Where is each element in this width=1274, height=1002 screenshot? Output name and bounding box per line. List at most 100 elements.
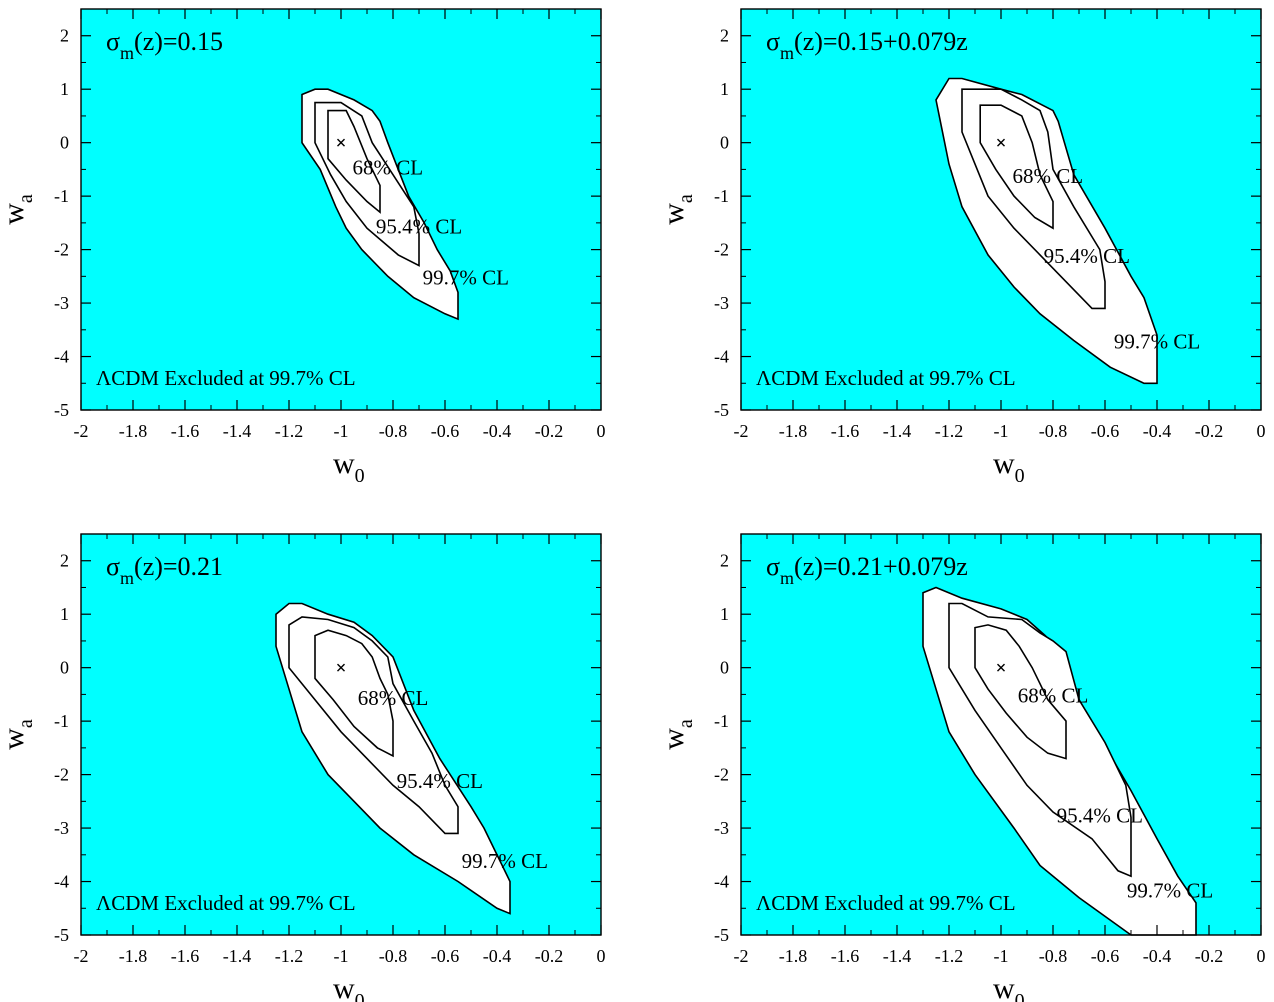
y-tick-label: 0 (720, 658, 729, 678)
contour-label: 99.7% CL (1127, 879, 1213, 903)
x-tick-label: -0.2 (1195, 946, 1224, 966)
x-tick-label: -0.2 (1195, 421, 1224, 441)
x-tick-label: -1.8 (779, 421, 808, 441)
y-tick-label: -2 (714, 765, 729, 785)
y-axis-title-subscript: a (675, 194, 697, 203)
x-axis-title-main: w (993, 447, 1015, 480)
x-tick-label: 0 (597, 946, 606, 966)
y-tick-label: -3 (714, 293, 729, 313)
y-tick-label: -2 (54, 765, 69, 785)
x-axis-title-main: w (993, 972, 1015, 1002)
y-axis-title-main: w (0, 203, 30, 225)
y-tick-label: -2 (714, 240, 729, 260)
x-tick-label: -1.6 (171, 421, 200, 441)
y-axis-title-main: w (0, 728, 30, 750)
x-tick-label: -2 (734, 421, 749, 441)
y-tick-label: 0 (720, 133, 729, 153)
lcdm-excluded-annotation: ΛCDM Excluded at 99.7% CL (96, 366, 356, 390)
y-tick-label: 1 (60, 604, 69, 624)
y-tick-label: -3 (714, 818, 729, 838)
x-tick-label: -1.2 (935, 946, 964, 966)
x-axis-title-subscript: 0 (1015, 990, 1025, 1002)
x-tick-label: -0.8 (379, 946, 408, 966)
x-tick-label: -0.6 (1091, 421, 1120, 441)
panel-title-subscript: m (780, 568, 794, 588)
x-tick-label: -1.8 (779, 946, 808, 966)
x-axis-title: w0 (993, 447, 1025, 487)
y-axis-title-subscript: a (675, 719, 697, 728)
x-axis-title: w0 (333, 972, 365, 1002)
y-tick-label: -1 (54, 711, 69, 731)
y-tick-label: -4 (714, 347, 729, 367)
x-tick-label: -1.4 (883, 421, 912, 441)
x-tick-label: -0.8 (1039, 421, 1068, 441)
y-axis-title-main: w (657, 203, 690, 225)
x-tick-label: -0.6 (431, 421, 460, 441)
x-tick-label: -1.4 (883, 946, 912, 966)
panel-2: 99.7% CL 95.4% CL 68% CL -2 -1.8 -1.6 -1.4 -1.2… (657, 9, 1266, 487)
x-tick-label: -0.4 (483, 421, 512, 441)
y-axis-title: wa (657, 719, 697, 750)
x-tick-label: -0.8 (379, 421, 408, 441)
panel-title-expression: (z)=0.15 (134, 27, 223, 56)
y-tick-label: -5 (714, 925, 729, 945)
contour-label: 68% CL (353, 156, 424, 180)
panel-title-subscript: m (120, 43, 134, 63)
y-axis-title: wa (0, 194, 37, 225)
y-tick-label: -5 (54, 400, 69, 420)
contour-label: 99.7% CL (423, 265, 509, 289)
x-tick-label: -0.4 (483, 946, 512, 966)
x-tick-label: -1 (994, 421, 1009, 441)
x-tick-label: -0.8 (1039, 946, 1068, 966)
contour-label: 68% CL (1013, 164, 1084, 188)
y-tick-label: 1 (60, 79, 69, 99)
y-tick-label: -3 (54, 818, 69, 838)
y-tick-label: 1 (720, 604, 729, 624)
x-tick-label: -1.4 (223, 946, 252, 966)
lcdm-excluded-annotation: ΛCDM Excluded at 99.7% CL (756, 891, 1016, 915)
panel-title-sigma: σ (766, 27, 780, 56)
panel-title-expression: (z)=0.21 (134, 552, 223, 581)
x-tick-label: -0.2 (535, 946, 564, 966)
panel-1: 99.7% CL 95.4% CL 68% CL -2 -1.8 -1.6 -1.4 -1.2… (0, 9, 606, 487)
panel-title-sigma: σ (766, 552, 780, 581)
y-tick-label: -1 (714, 711, 729, 731)
y-tick-label: -5 (714, 400, 729, 420)
contour-label: 95.4% CL (1044, 244, 1130, 268)
x-tick-label: 0 (1257, 946, 1266, 966)
x-axis-title-subscript: 0 (1015, 465, 1025, 487)
panel-title-expression: (z)=0.15+0.079z (794, 27, 968, 56)
y-tick-label: -5 (54, 925, 69, 945)
x-axis-title-main: w (333, 447, 355, 480)
panel-3: 99.7% CL95.4% CL68% CL-2 -1.8 -1.6 -1.4 -1.2… (0, 534, 606, 1002)
x-tick-label: -0.4 (1143, 421, 1172, 441)
x-tick-label: -1.2 (275, 421, 304, 441)
x-tick-label: -1.8 (119, 946, 148, 966)
x-tick-label: -2 (734, 946, 749, 966)
contour-label: 95.4% CL (376, 215, 462, 239)
y-tick-label: -1 (714, 186, 729, 206)
y-axis-title: wa (657, 194, 697, 225)
y-tick-label: -2 (54, 240, 69, 260)
y-tick-label: 1 (720, 79, 729, 99)
y-tick-label: -1 (54, 186, 69, 206)
x-tick-label: 0 (597, 421, 606, 441)
y-tick-label: 2 (60, 26, 69, 46)
x-tick-label: 0 (1257, 421, 1266, 441)
x-tick-label: -1 (334, 946, 349, 966)
x-tick-label: -1 (334, 421, 349, 441)
panel-title-subscript: m (780, 43, 794, 63)
panel-title-sigma: σ (106, 27, 120, 56)
y-tick-label: -4 (714, 872, 729, 892)
y-tick-label: -4 (54, 347, 69, 367)
x-tick-label: -2 (74, 421, 89, 441)
x-axis-title-subscript: 0 (355, 990, 365, 1002)
panel-4: 99.7% CL95.4% CL68% CL-2 -1.8 -1.6 -1.4 -1.2… (657, 534, 1266, 1002)
y-tick-label: 2 (60, 551, 69, 571)
x-axis-title-main: w (333, 972, 355, 1002)
y-tick-label: 0 (60, 133, 69, 153)
x-axis-title-subscript: 0 (355, 465, 365, 487)
x-tick-label: -1.2 (275, 946, 304, 966)
panel-title-sigma: σ (106, 552, 120, 581)
